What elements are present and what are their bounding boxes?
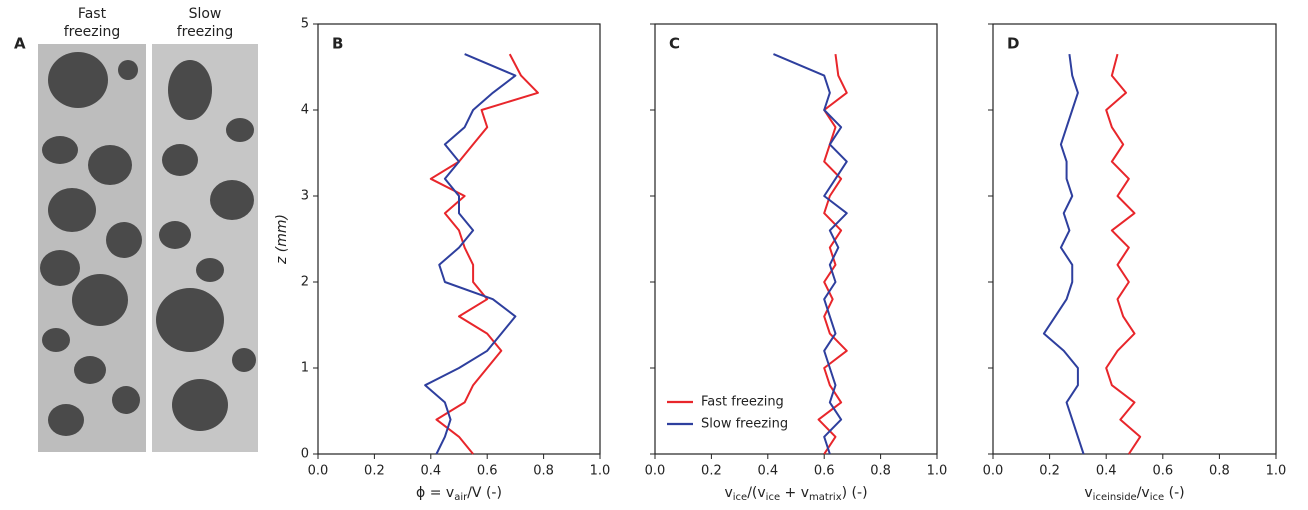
series-line [424,53,517,455]
x-tick-label: 1.0 [1266,464,1287,479]
caption-line: Fast [78,6,107,22]
caption-line: freezing [177,24,234,40]
x-axis-label: ϕ = vair/V (-) [416,485,502,503]
y-tick-label: 4 [301,103,309,118]
x-tick-label: 0.4 [1096,464,1117,479]
x-label-part: v [1084,485,1092,501]
x-label-part: /(v [747,485,765,501]
y-tick-label: 0 [301,447,309,462]
x-tick-label: 0.2 [701,464,722,479]
x-label-part: v [724,485,732,501]
x-tick-label: 0.8 [533,464,554,479]
series-line [817,53,848,455]
series-line [1105,53,1142,455]
caption-line: freezing [64,24,121,40]
x-tick-label: 0.2 [364,464,385,479]
y-tick-label: 1 [301,361,309,376]
x-tick-label: 0.4 [420,464,441,479]
x-tick-label: 0.0 [983,464,1004,479]
x-axis-label: vice/(vice + vmatrix) (-) [724,485,867,503]
y-tick-label: 5 [301,17,309,32]
x-label-part: ϕ = v [416,485,454,501]
image-caption: Fast freezing [64,6,121,40]
x-tick-label: 0.0 [308,464,329,479]
image-caption: Slow freezing [177,6,234,40]
x-label-part: ice [733,492,747,503]
series-line [1042,53,1085,455]
x-label-part: /V (-) [467,485,502,501]
x-label-part: + v [780,485,809,501]
y-tick-label: 2 [301,275,309,290]
x-tick-label: 0.6 [814,464,835,479]
x-label-part: ice [766,492,780,503]
panel-label: A [14,35,26,53]
x-tick-label: 0.8 [1209,464,1230,479]
x-tick-label: 0.8 [870,464,891,479]
x-label-part: ice [1150,492,1164,503]
x-label-part: (-) [1164,485,1184,501]
y-tick-label: 3 [301,189,309,204]
x-tick-label: 0.0 [645,464,666,479]
x-tick-label: 1.0 [590,464,611,479]
x-label-part: matrix [809,492,842,503]
x-label-part: iceinside [1093,492,1137,503]
panel-label: D [1007,35,1019,53]
x-tick-label: 0.2 [1039,464,1060,479]
x-tick-label: 0.6 [477,464,498,479]
legend-label: Slow freezing [701,417,788,432]
series-line [429,53,539,455]
x-axis-label: viceinside/vice (-) [1084,485,1184,503]
x-tick-label: 0.6 [1152,464,1173,479]
plot-frame [654,23,938,455]
panel-a-images [38,44,258,452]
x-label-part: air [454,492,468,503]
panel-label: B [332,35,343,53]
plot-frame [992,23,1277,455]
caption-line: Slow [189,6,222,22]
plot-frame [317,23,601,455]
panel-label: C [669,35,680,53]
series-line [773,53,848,455]
x-tick-label: 1.0 [927,464,948,479]
x-label-part: ) (-) [842,485,868,501]
air-bubbles [40,52,256,436]
legend-label: Fast freezing [701,395,784,410]
x-label-part: /v [1137,485,1150,501]
x-tick-label: 0.4 [757,464,778,479]
y-axis-label: z (mm) [274,214,290,265]
